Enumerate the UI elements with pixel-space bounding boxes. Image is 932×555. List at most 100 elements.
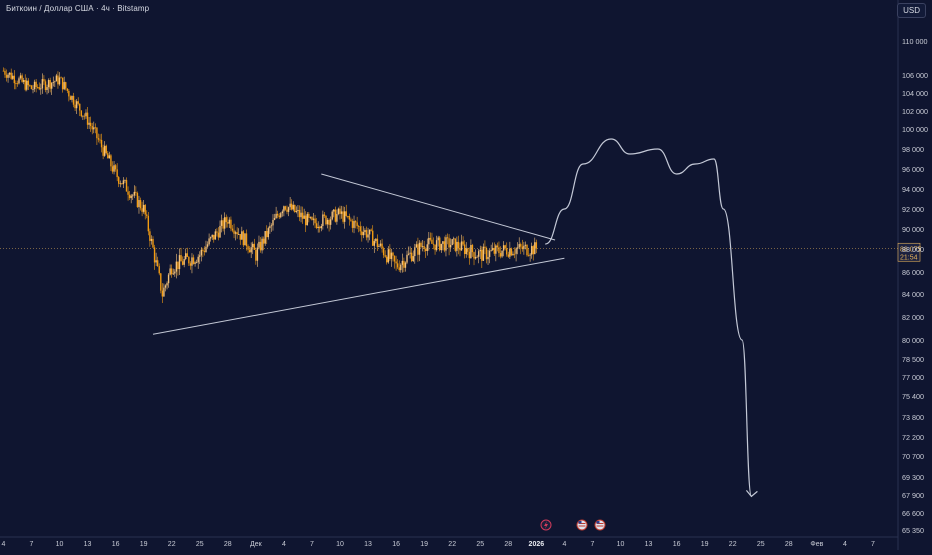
candle-body (406, 254, 408, 263)
candle-body (351, 220, 354, 228)
x-tick-label: 13 (645, 541, 653, 548)
candle-body (186, 253, 188, 257)
candle-body (367, 234, 369, 238)
candle-body (375, 238, 377, 242)
candle-body (530, 246, 533, 255)
y-tick-label: 86 000 (902, 268, 924, 277)
candle-body (91, 126, 93, 130)
candle-body (308, 213, 310, 218)
candle-body (110, 155, 112, 167)
candle-body (535, 242, 538, 249)
x-tick-label: 4 (1, 541, 5, 548)
candle-body (144, 204, 146, 215)
candle-body (107, 153, 109, 159)
candle-body (220, 220, 223, 226)
candles-layer (2, 67, 538, 304)
candle-body (199, 255, 201, 257)
candle-body (529, 254, 531, 256)
candle-body (449, 245, 452, 248)
candle-body (471, 244, 474, 253)
candle-body (276, 213, 279, 216)
candle-body (477, 251, 480, 257)
candle-body (164, 285, 167, 288)
y-tick-label: 70 700 (902, 452, 924, 461)
candle-body (306, 213, 308, 226)
candle-body (501, 250, 503, 257)
candle-body (334, 209, 337, 222)
candle-body (248, 249, 251, 253)
candle-body (270, 225, 273, 227)
candle-body (108, 155, 111, 159)
candle-body (89, 122, 92, 127)
candle-body (312, 218, 315, 220)
candle-body (470, 244, 472, 259)
candle-body (51, 82, 53, 89)
candle-body (188, 256, 190, 264)
currency-button[interactable]: USD (897, 3, 926, 18)
candle-body (381, 243, 383, 249)
lightning-glyph (544, 521, 548, 529)
candle-body (175, 261, 178, 272)
candle-body (393, 255, 396, 262)
candle-body (55, 75, 58, 82)
candle-body (261, 238, 263, 251)
y-tick-label: 75 400 (902, 392, 924, 401)
candle-body (86, 112, 89, 125)
candle-body (460, 241, 463, 251)
candle-body (333, 209, 335, 212)
candle-body (409, 252, 411, 254)
candle-body (71, 95, 73, 100)
candle-body (38, 87, 40, 90)
candle-body (309, 217, 312, 218)
candle-body (499, 253, 502, 257)
candle-body (116, 169, 118, 178)
flag-stripe (596, 525, 604, 527)
candle-body (329, 219, 332, 225)
x-tick-label: 16 (112, 541, 120, 548)
trendline-lower (152, 257, 565, 335)
candle-body (378, 245, 380, 247)
candle-body (278, 215, 280, 218)
candle-body (326, 219, 329, 225)
candle-body (283, 206, 285, 212)
candle-body (43, 79, 45, 82)
candle-body (488, 250, 491, 257)
candle-body (515, 248, 517, 254)
candle-body (52, 82, 54, 83)
candle-body (239, 234, 241, 240)
candle-body (275, 213, 277, 219)
candle-body (337, 208, 340, 215)
candle-body (345, 211, 347, 216)
candle-body (370, 229, 372, 231)
candle-body (167, 274, 170, 284)
x-tick-label: 19 (701, 541, 709, 548)
x-tick-label: 4 (562, 541, 566, 548)
candle-body (111, 166, 114, 172)
candle-body (453, 238, 455, 240)
y-tick-label: 77 000 (902, 373, 924, 382)
trendline-upper (321, 173, 556, 241)
candle-body (185, 253, 187, 260)
candle-body (495, 245, 497, 254)
us-flag-event-icon (594, 519, 606, 531)
candle-body (213, 234, 215, 240)
y-tick-label: 106 000 (902, 71, 928, 80)
y-tick-label: 72 200 (902, 433, 924, 442)
candle-body (133, 191, 135, 196)
candle-body (256, 247, 259, 261)
candle-body (451, 239, 453, 246)
candle-body (99, 139, 101, 141)
x-tick-label: 13 (364, 541, 372, 548)
candle-body (44, 81, 47, 90)
candle-body (289, 203, 291, 208)
candle-body (336, 214, 338, 222)
candle-body (124, 180, 126, 181)
candle-body (386, 256, 388, 263)
candle-body (372, 230, 374, 246)
candle-body (203, 250, 206, 252)
candle-body (368, 229, 371, 235)
candle-body (439, 237, 441, 251)
candle-body (147, 215, 150, 232)
